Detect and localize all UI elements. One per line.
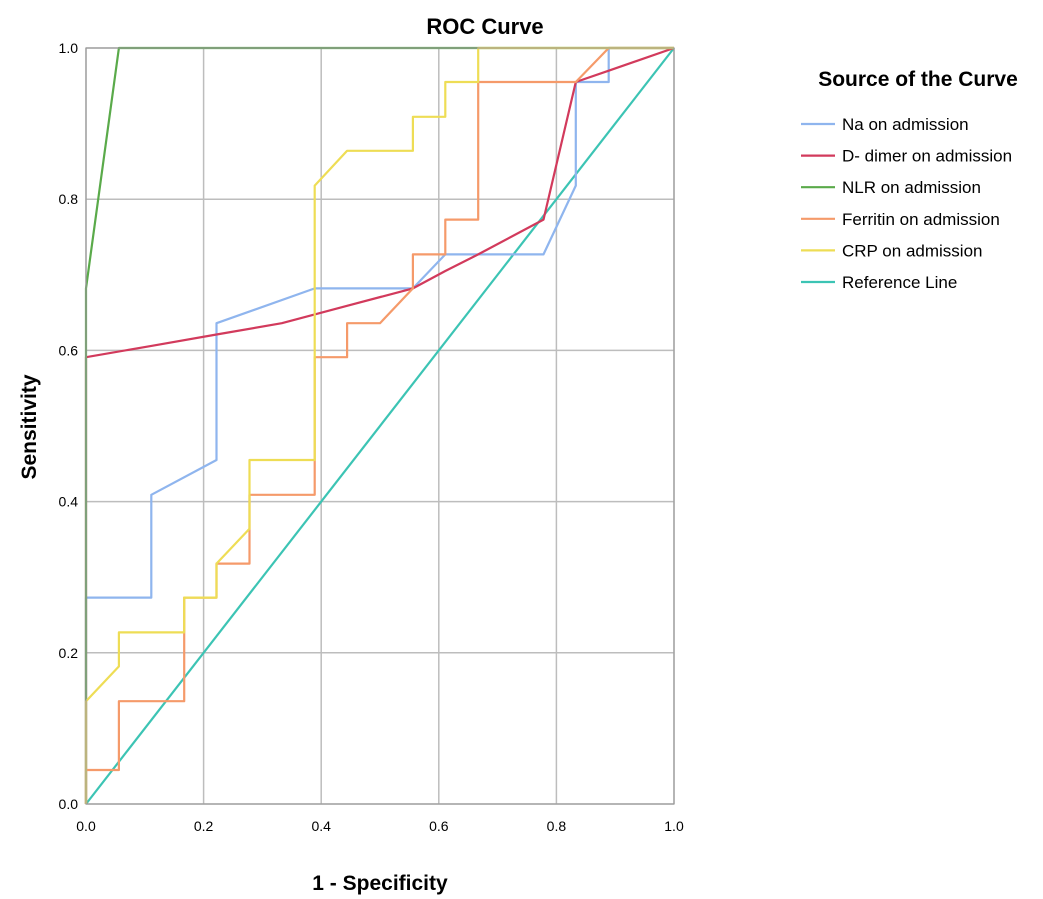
series-line-5 <box>85 47 675 805</box>
y-tick-label: 1.0 <box>59 40 79 56</box>
legend-items: Na on admission D- dimer on admission NLR … <box>801 115 1012 292</box>
x-tick-label: 0.8 <box>547 818 567 834</box>
x-tick-label: 0.6 <box>429 818 449 834</box>
x-tick-label: 1.0 <box>664 818 684 834</box>
legend-label: D- dimer on admission <box>842 147 1012 166</box>
chart-title: ROC Curve <box>426 14 543 39</box>
x-axis-label: 1 - Specificity <box>312 872 448 895</box>
legend-label: NLR on admission <box>842 178 981 197</box>
legend: Source of the Curve Na on admission D- di… <box>801 68 1018 292</box>
y-tick-label: 0.4 <box>59 494 79 510</box>
y-tick-label: 0.2 <box>59 645 79 661</box>
y-tick-label: 0.6 <box>59 342 79 358</box>
series-line-4 <box>84 46 674 804</box>
x-tick-label: 0.4 <box>311 818 331 834</box>
legend-label: Na on admission <box>842 115 969 134</box>
legend-label: CRP on admission <box>842 241 982 260</box>
legend-title: Source of the Curve <box>818 68 1018 91</box>
y-tick-label: 0.8 <box>59 191 79 207</box>
legend-label: Reference Line <box>842 273 957 292</box>
plot-frame <box>85 47 675 805</box>
y-axis-label: Sensitivity <box>18 374 41 479</box>
x-tick-label: 0.0 <box>76 818 96 834</box>
legend-label: Ferritin on admission <box>842 210 1000 229</box>
y-tick-label: 0.0 <box>59 796 79 812</box>
series-line-3 <box>84 46 674 804</box>
tick-labels: 0.0 0.0 0.2 0.2 0.4 0.4 0.6 0.6 0.8 0.8 1.0 1.0 <box>59 40 684 834</box>
x-tick-label: 0.2 <box>194 818 214 834</box>
reference-layer <box>85 47 675 805</box>
